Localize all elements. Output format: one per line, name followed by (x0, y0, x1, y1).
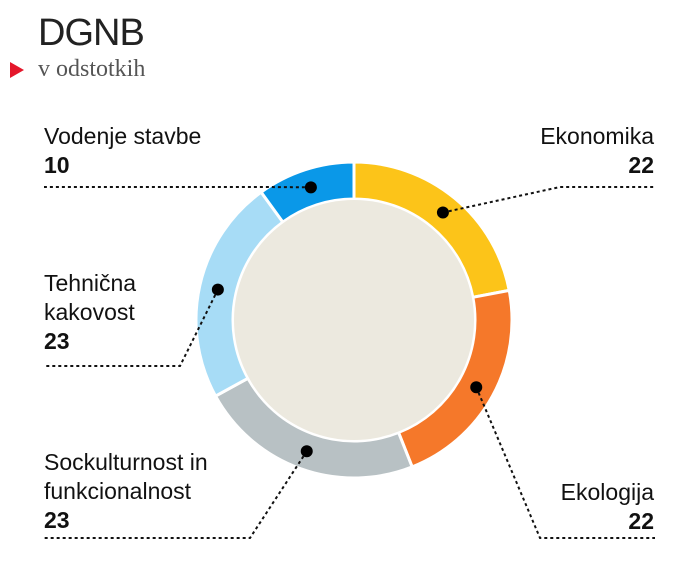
label-sockulturnost: Sockulturnost in funkcionalnost 23 (44, 448, 208, 535)
leader-dot (470, 381, 483, 394)
leader-dot (304, 181, 317, 194)
leader-tehnicna-kakovost (44, 289, 219, 367)
label-name: Vodenje stavbe (44, 123, 202, 149)
label-ekonomika: Ekonomika 22 (540, 122, 654, 180)
label-value: 23 (44, 328, 70, 354)
label-tehnicna-kakovost: Tehnična kakovost 23 (44, 269, 136, 356)
leader-ekonomika (442, 186, 655, 214)
label-name: Ekonomika (540, 123, 654, 149)
donut-center (234, 200, 474, 440)
label-ekologija: Ekologija 22 (561, 478, 654, 536)
chart-title: DGNB (38, 12, 145, 54)
subtitle-row: v odstotkih (10, 56, 145, 83)
label-value: 23 (44, 507, 70, 533)
label-name: Sockulturnost in funkcionalnost (44, 449, 208, 504)
leader-dot (436, 206, 449, 219)
label-name: Tehnična kakovost (44, 270, 137, 325)
label-value: 10 (44, 152, 70, 178)
red-triangle-icon (10, 61, 24, 78)
chart-subtitle: v odstotkih (38, 56, 146, 82)
label-vodenje-stavbe: Vodenje stavbe 10 (44, 122, 201, 180)
label-name: Ekologija (560, 479, 654, 505)
leader-sockulturnost (44, 450, 308, 539)
leader-ekologija (475, 386, 655, 539)
label-value: 22 (628, 152, 654, 178)
leader-dot (300, 445, 313, 458)
label-value: 22 (628, 508, 654, 534)
leader-dot (211, 283, 224, 296)
